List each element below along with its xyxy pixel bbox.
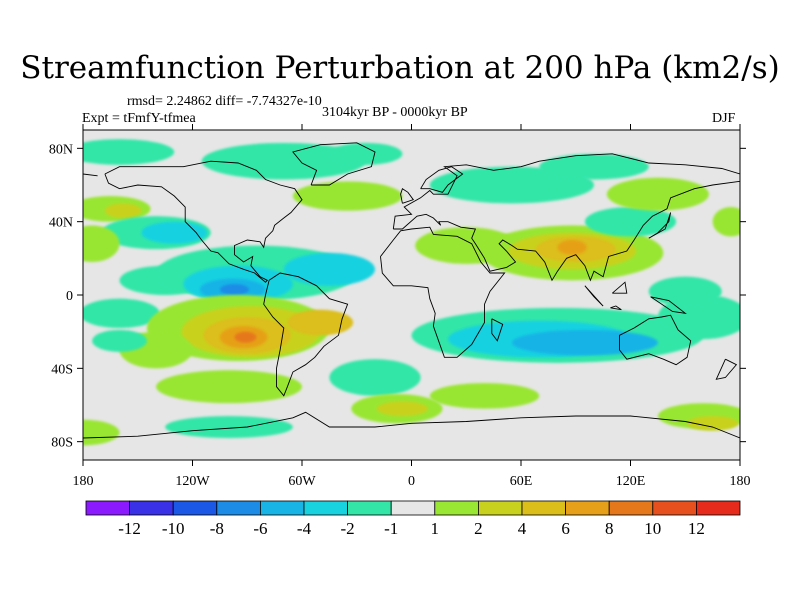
colorbar-label: 4 bbox=[518, 519, 527, 538]
lon-tick-label: 180 bbox=[73, 474, 94, 489]
colorbar-label: -4 bbox=[297, 519, 312, 538]
coastline bbox=[650, 296, 687, 314]
field-contour bbox=[511, 329, 658, 356]
colorbar: -12 -10 -8 -6 -4 -2 -1 1 2 4 6 8 10 12 bbox=[85, 500, 741, 538]
field-contour bbox=[687, 416, 739, 431]
colorbar-label: -1 bbox=[384, 519, 398, 538]
field-contour bbox=[329, 142, 403, 165]
coastline bbox=[263, 272, 349, 397]
coastline bbox=[104, 160, 303, 283]
period-label: 3104kyr BP - 0000kyr BP bbox=[322, 105, 468, 120]
coastline bbox=[612, 281, 628, 294]
lon-tick-label: 0 bbox=[408, 474, 415, 489]
colorbar-label: 6 bbox=[561, 519, 570, 538]
coastline bbox=[393, 180, 740, 282]
colorbar-label: -10 bbox=[162, 519, 185, 538]
colorbar-swatch bbox=[477, 500, 523, 516]
coastlines bbox=[83, 142, 740, 439]
field-contour bbox=[712, 207, 740, 237]
colorbar-swatch bbox=[696, 500, 741, 516]
stats-text: rmsd= 2.24862 diff= -7.74327e-10 bbox=[127, 94, 322, 109]
field-contour bbox=[165, 416, 293, 438]
coastline bbox=[83, 411, 740, 439]
field-contour bbox=[83, 225, 120, 262]
colorbar-swatch bbox=[390, 500, 436, 516]
field-contour bbox=[83, 419, 120, 446]
colorbar-swatch bbox=[434, 500, 479, 516]
colorbar-label: 1 bbox=[431, 519, 440, 538]
field-contour bbox=[429, 383, 540, 409]
colorbar-swatch bbox=[521, 500, 566, 516]
field-contour bbox=[83, 139, 175, 165]
experiment-label: Expt = tFmfY-tfmea bbox=[82, 111, 196, 126]
colorbar-label: 2 bbox=[474, 519, 483, 538]
coastline bbox=[83, 173, 98, 177]
field-contour bbox=[219, 284, 250, 295]
coastline bbox=[491, 318, 504, 342]
colorbar-swatch bbox=[172, 500, 218, 516]
lat-tick-label: 40N bbox=[49, 216, 73, 231]
coastline bbox=[584, 285, 604, 307]
colorbar-swatch bbox=[347, 500, 392, 516]
coastline bbox=[610, 305, 622, 311]
field-contour bbox=[429, 166, 594, 204]
streamfunction-field bbox=[83, 139, 740, 446]
lon-tick-label: 120E bbox=[616, 474, 646, 489]
field-contour bbox=[606, 177, 709, 211]
coastline bbox=[392, 153, 740, 230]
field-contour bbox=[92, 329, 147, 352]
field-contour bbox=[156, 370, 302, 404]
field-contour bbox=[287, 309, 354, 336]
coastline bbox=[400, 188, 415, 204]
colorbar-swatch bbox=[216, 500, 261, 516]
colorbar-label: -8 bbox=[210, 519, 224, 538]
field-contour bbox=[539, 153, 649, 180]
colorbar-label: -12 bbox=[118, 519, 141, 538]
field-contour bbox=[657, 295, 740, 339]
coastline bbox=[292, 142, 376, 186]
field-contour bbox=[648, 276, 722, 307]
colorbar-swatch bbox=[303, 500, 348, 516]
lon-axis: 180 120W 60W 0 60E 120E 180 bbox=[73, 124, 751, 489]
lat-axis: 80N 40N 0 40S 80S bbox=[49, 142, 746, 451]
lon-tick-label: 120W bbox=[175, 474, 210, 489]
colorbar-label: 10 bbox=[644, 519, 661, 538]
field-contour bbox=[234, 331, 257, 343]
lat-tick-label: 80S bbox=[51, 436, 73, 451]
field-contour bbox=[329, 359, 421, 396]
colorbar-swatch bbox=[129, 500, 174, 516]
field-contour bbox=[292, 181, 403, 211]
field-contour bbox=[283, 252, 375, 286]
lat-tick-label: 80N bbox=[49, 142, 73, 157]
field-contour bbox=[104, 203, 142, 219]
colorbar-swatch bbox=[259, 500, 305, 516]
coastline bbox=[648, 212, 672, 239]
colorbar-label: 8 bbox=[605, 519, 614, 538]
colorbar-swatch bbox=[652, 500, 697, 516]
colorbar-label: -6 bbox=[253, 519, 267, 538]
field-contour bbox=[376, 401, 428, 416]
lat-tick-label: 0 bbox=[66, 289, 73, 304]
coastline bbox=[619, 314, 692, 366]
coastline bbox=[420, 166, 464, 193]
colorbar-swatch bbox=[608, 500, 654, 516]
field-contour bbox=[83, 298, 160, 328]
colorbar-label: -2 bbox=[341, 519, 355, 538]
colorbar-swatch bbox=[85, 500, 130, 516]
lon-tick-label: 60E bbox=[510, 474, 533, 489]
lon-tick-label: 180 bbox=[730, 474, 751, 489]
colorbar-swatch bbox=[565, 500, 610, 516]
coastline bbox=[380, 226, 506, 358]
lon-tick-label: 60W bbox=[288, 474, 316, 489]
colorbar-label: 12 bbox=[688, 519, 705, 538]
field-contour bbox=[141, 221, 208, 244]
field-contour bbox=[201, 142, 366, 180]
field-contour bbox=[557, 240, 587, 255]
chart-title: Streamfunction Perturbation at 200 hPa (… bbox=[20, 50, 780, 86]
season-label: DJF bbox=[712, 111, 736, 126]
coastline bbox=[715, 358, 738, 380]
field-contour bbox=[584, 207, 677, 237]
lat-tick-label: 40S bbox=[51, 362, 73, 377]
